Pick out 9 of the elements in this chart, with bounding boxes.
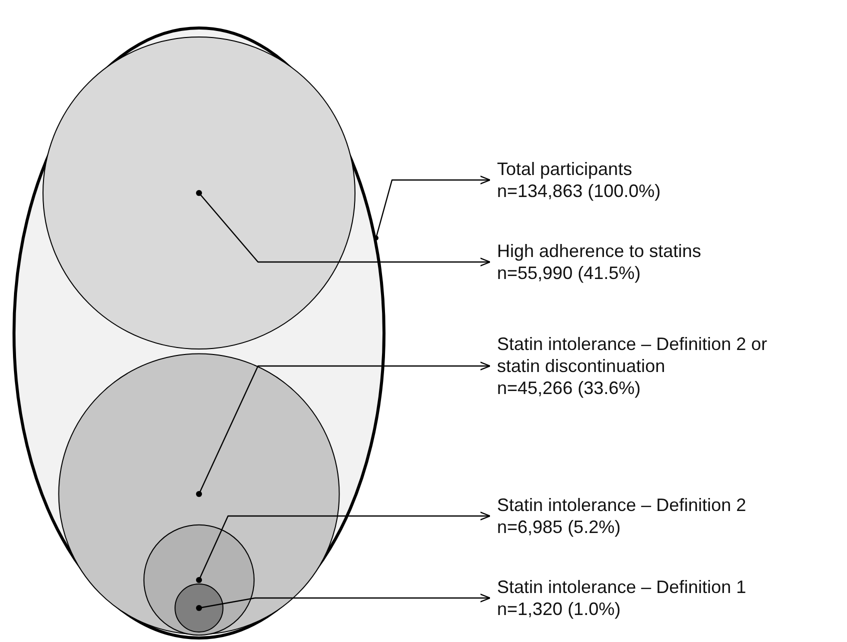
category-label: Statin intolerance – Definition 2 xyxy=(497,495,746,515)
data-label: n=55,990 (41.5%) xyxy=(497,263,641,283)
data-label: n=134,863 (100.0%) xyxy=(497,181,661,201)
category-label: High adherence to statins xyxy=(497,241,702,261)
data-label: n=6,985 (5.2%) xyxy=(497,517,621,537)
category-label: Total participants xyxy=(497,159,632,179)
category-label: Statin intolerance – Definition 1 xyxy=(497,577,746,597)
data-label: n=1,320 (1.0%) xyxy=(497,599,621,619)
data-label: n=45,266 (33.6%) xyxy=(497,378,641,398)
